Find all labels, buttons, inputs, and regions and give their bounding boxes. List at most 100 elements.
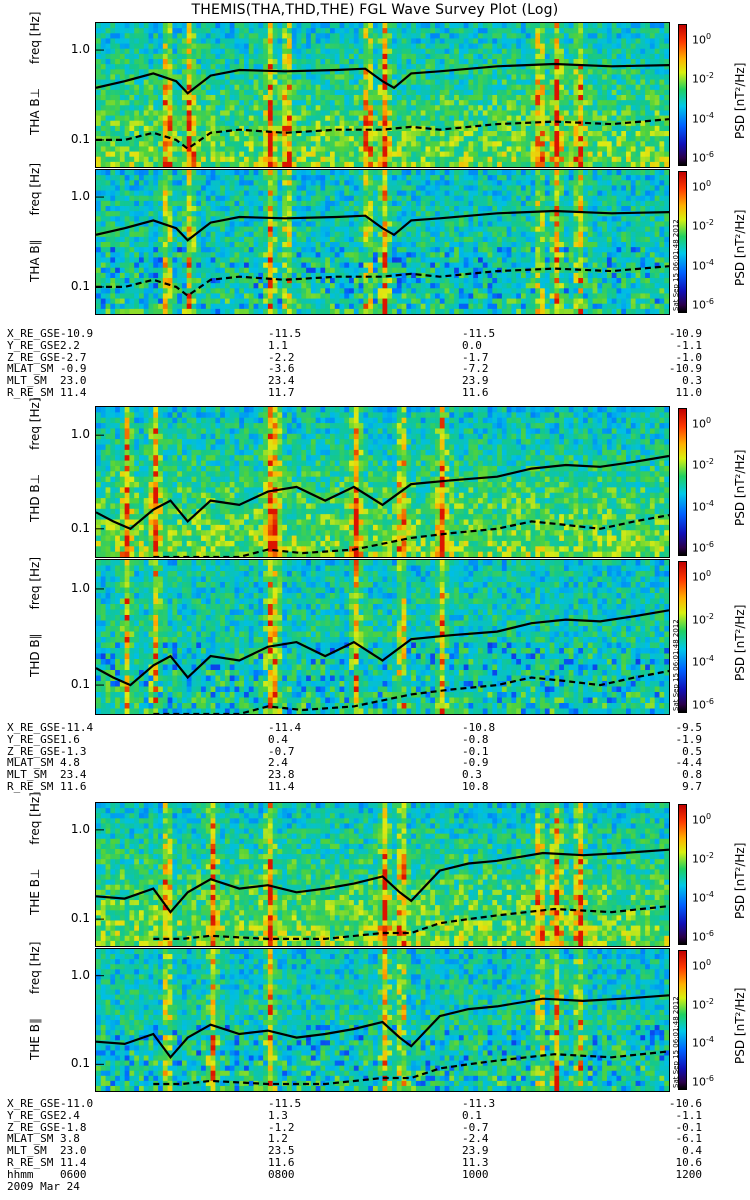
- psd-cell: [210, 283, 216, 289]
- psd-cell: [186, 115, 193, 122]
- psd-cell: [277, 308, 283, 314]
- psd-cell: [253, 33, 259, 40]
- psd-cell: [129, 272, 135, 279]
- psd-cell: [105, 120, 111, 127]
- psd-cell: [358, 23, 365, 29]
- psd-cell: [525, 38, 532, 45]
- psd-cell: [310, 64, 317, 70]
- psd-cell: [358, 136, 365, 142]
- psd-cell: [325, 200, 331, 207]
- psd-cell: [253, 53, 259, 60]
- psd-cell: [138, 95, 145, 101]
- psd-cell: [234, 69, 240, 76]
- psd-cell: [239, 298, 245, 305]
- psd-cell: [535, 38, 541, 45]
- psd-cell: [353, 267, 360, 274]
- psd-cell: [559, 105, 565, 112]
- psd-cell: [315, 257, 322, 264]
- psd-cell: [363, 226, 369, 233]
- psd-cell: [478, 110, 484, 117]
- psd-cell: [96, 308, 102, 314]
- psd-cell: [248, 84, 255, 91]
- psd-cell: [349, 38, 355, 45]
- psd-cell: [177, 33, 183, 40]
- psd-cell: [253, 151, 259, 158]
- psd-cell: [215, 288, 221, 295]
- psd-cell: [406, 136, 412, 142]
- psd-cell: [325, 84, 331, 91]
- psd-cell: [621, 105, 627, 112]
- psd-cell: [105, 180, 111, 187]
- psd-cell: [310, 84, 317, 91]
- psd-cell: [310, 161, 317, 167]
- psd-cell: [296, 308, 302, 314]
- psd-cell: [181, 69, 188, 76]
- psd-cell: [363, 28, 369, 34]
- psd-cell: [258, 84, 264, 91]
- psd-cell: [220, 195, 226, 202]
- psd-cell: [100, 283, 107, 289]
- psd-cell: [344, 293, 350, 300]
- psd-cell: [162, 125, 169, 132]
- psd-cell: [377, 33, 384, 40]
- psd-cell: [296, 185, 302, 192]
- psd-cell: [458, 151, 465, 158]
- psd-cell: [96, 131, 102, 137]
- psd-cell: [301, 298, 307, 305]
- psd-cell: [592, 38, 598, 45]
- psd-cell: [220, 161, 226, 167]
- psd-cell: [248, 216, 255, 223]
- psd-cell: [167, 247, 174, 253]
- psd-cell: [478, 69, 484, 76]
- psd-cell: [158, 206, 164, 212]
- psd-cell: [554, 33, 560, 40]
- psd-cell: [282, 53, 288, 60]
- psd-cell: [306, 231, 312, 238]
- psd-cell: [635, 100, 641, 106]
- psd-cell: [621, 120, 627, 127]
- psd-cell: [234, 43, 240, 50]
- psd-cell: [649, 95, 656, 101]
- psd-cell: [368, 89, 374, 96]
- psd-cell: [435, 100, 441, 106]
- psd-cell: [196, 242, 202, 248]
- psd-cell: [167, 211, 174, 217]
- psd-cell: [530, 23, 536, 29]
- psd-cell: [177, 100, 183, 106]
- psd-cell: [267, 43, 274, 50]
- psd-cell: [172, 272, 178, 279]
- psd-cell: [520, 125, 527, 132]
- psd-cell: [387, 105, 393, 112]
- psd-cell: [587, 38, 594, 45]
- psd-cell: [554, 59, 560, 65]
- psd-cell: [501, 115, 508, 122]
- psd-cell: [506, 151, 513, 158]
- psd-cell: [234, 236, 240, 243]
- spectrogram-panel: [95, 22, 670, 168]
- psd-cell: [430, 53, 436, 60]
- psd-cell: [329, 48, 336, 55]
- psd-cell: [115, 231, 121, 238]
- psd-cell: [229, 242, 236, 248]
- psd-cell: [349, 89, 355, 96]
- psd-cell: [563, 125, 570, 132]
- psd-cell: [143, 180, 150, 187]
- psd-cell: [96, 28, 102, 34]
- psd-cell: [158, 247, 164, 253]
- psd-cell: [287, 206, 293, 212]
- psd-cell: [430, 43, 436, 50]
- psd-cell: [148, 74, 154, 81]
- psd-cell: [334, 100, 341, 106]
- psd-cell: [606, 136, 613, 142]
- psd-cell: [492, 89, 498, 96]
- psd-cell: [282, 190, 288, 197]
- psd-cell: [191, 146, 197, 153]
- psd-cell: [234, 267, 240, 274]
- psd-cell: [267, 120, 274, 127]
- psd-cell: [339, 161, 345, 167]
- psd-cell: [138, 69, 145, 76]
- psd-cell: [177, 43, 183, 50]
- psd-cell: [201, 195, 207, 202]
- psd-cell: [329, 38, 336, 45]
- psd-cell: [329, 64, 336, 70]
